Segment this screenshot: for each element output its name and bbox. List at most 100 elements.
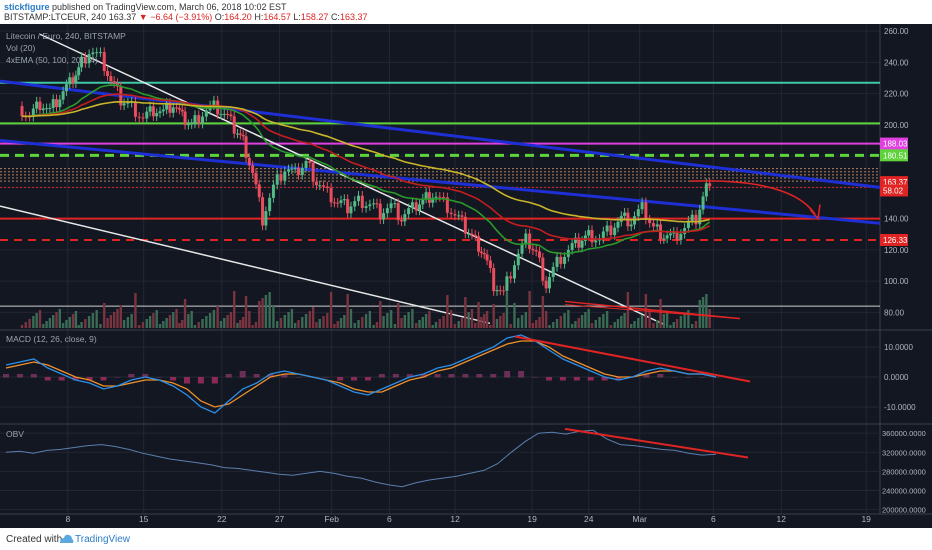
macd-histogram-bar — [225, 374, 232, 378]
candle-body — [457, 215, 461, 217]
candle-body — [665, 235, 669, 239]
candle-body — [619, 215, 623, 222]
candle-body — [375, 203, 379, 205]
volume-bar — [175, 309, 178, 328]
y-tick-label: 200.00 — [884, 121, 909, 130]
candle-body — [283, 171, 287, 181]
volume-bar — [51, 315, 55, 328]
volume-bar — [460, 318, 464, 328]
volume-bar — [438, 319, 442, 328]
volume-bar — [322, 316, 325, 328]
candle-body — [325, 186, 329, 188]
candle-body — [385, 208, 389, 214]
volume-bar — [339, 318, 343, 328]
macd-histogram-bar — [587, 377, 594, 381]
candle-body — [694, 214, 698, 225]
volume-bar — [418, 320, 421, 328]
volume-bar — [492, 304, 495, 328]
candle-body — [201, 116, 205, 124]
volume-bar — [165, 318, 168, 328]
macd-tick-label: -10.0000 — [884, 403, 916, 412]
macd-histogram-bar — [100, 377, 107, 381]
volume-bar — [679, 316, 683, 328]
candle-body — [531, 248, 535, 251]
volume-bar — [268, 292, 271, 328]
volume-bar — [272, 306, 275, 328]
price-tag-label: 188.03 — [883, 140, 908, 149]
macd-histogram-bar — [58, 377, 65, 381]
candle-body — [38, 101, 42, 111]
chart-svg[interactable]: 8 15 22 27 Feb 6 12 19 24 Mar 6 12 19 260.00 240.00 220… — [0, 24, 932, 528]
chart-area[interactable]: 8 15 22 27 Feb 6 12 19 24 Mar 6 12 19 260.00 240.00 220… — [0, 24, 932, 528]
volume-bar — [205, 316, 208, 328]
candle-body — [51, 99, 55, 108]
candle-body — [98, 52, 102, 54]
volume-bar — [694, 321, 698, 328]
candle-body — [254, 173, 258, 185]
candle-body — [675, 231, 679, 240]
candle-body — [609, 225, 613, 236]
volume-bar — [528, 291, 531, 328]
candle-body — [417, 204, 421, 211]
candle-body — [427, 192, 431, 203]
candle-body — [477, 236, 481, 252]
x-tick-label: 24 — [584, 514, 594, 524]
volume-bar — [152, 313, 155, 328]
volume-bar — [652, 323, 655, 328]
header-bar: stickfigure published on TradingView.com… — [0, 0, 932, 24]
volume-bar — [297, 320, 300, 328]
candle-body — [61, 91, 65, 100]
volume-bar — [357, 320, 360, 328]
candle-body — [268, 197, 272, 212]
candle-body — [353, 201, 357, 207]
volume-bar — [329, 292, 333, 328]
candle-body — [251, 165, 255, 174]
candle-body — [516, 253, 520, 266]
symbol-line: BITSTAMP:LTCEUR, 240 163.37 ▼ −6.64 (−3.… — [4, 12, 367, 22]
candle-body — [133, 101, 137, 117]
volume-bar — [134, 293, 137, 328]
macd-signal-line — [5, 340, 717, 408]
candle-body — [541, 257, 545, 281]
obv-tick-label: 280000.0000 — [882, 467, 926, 476]
candle-body — [701, 196, 705, 210]
created-with-label: Created with — [6, 534, 63, 545]
candle-body — [212, 100, 216, 106]
candle-body — [109, 76, 113, 82]
high-label: H: — [254, 12, 264, 22]
tradingview-brand[interactable]: TradingView — [75, 534, 131, 545]
volume-bar — [424, 314, 428, 328]
macd-histogram-bar — [72, 377, 79, 381]
volume-bar — [304, 314, 308, 328]
x-tick-label: 6 — [387, 514, 392, 524]
author-name[interactable]: stickfigure — [4, 2, 50, 12]
volume-bar — [574, 321, 577, 328]
volume-bar — [276, 321, 279, 328]
macd-histogram-bar — [323, 377, 330, 378]
macd-histogram-bar — [657, 374, 664, 378]
candle-body — [403, 214, 407, 222]
volume-trendline-2 — [564, 304, 741, 320]
candle-body — [264, 211, 268, 226]
volume-bar — [513, 303, 516, 328]
chart-background — [0, 24, 932, 528]
macd-histogram-bar — [420, 374, 427, 378]
candle-body — [449, 212, 453, 215]
candle-body — [349, 206, 353, 214]
candle-body — [434, 196, 438, 198]
macd-histogram-bar — [337, 377, 344, 381]
volume-bar — [431, 325, 434, 328]
candle-body — [360, 195, 364, 208]
volume-bar — [616, 319, 620, 328]
candle-body — [275, 174, 279, 185]
volume-bar — [594, 320, 597, 328]
candle-body — [232, 116, 236, 134]
volume-bar — [470, 309, 474, 328]
macd-histogram-bar — [114, 377, 121, 378]
candle-body — [577, 237, 581, 248]
volume-bar — [343, 315, 346, 328]
candle-body — [271, 184, 275, 198]
open-label: O: — [214, 12, 225, 22]
volume-bar — [287, 312, 290, 328]
volume-bar — [55, 312, 58, 328]
